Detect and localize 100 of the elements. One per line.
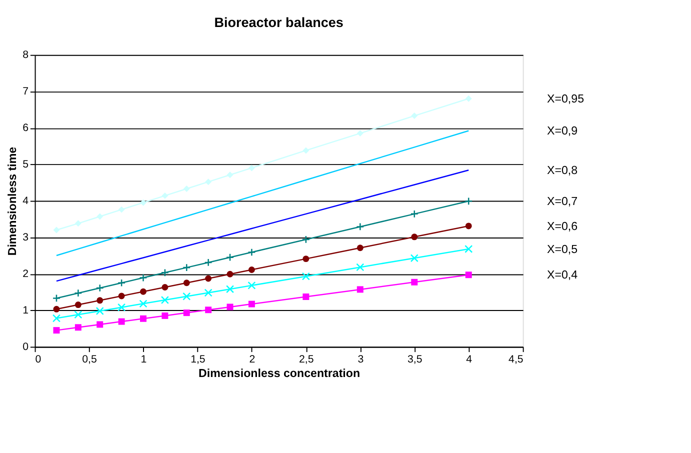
text: X=0,6: [547, 220, 578, 233]
point: [96, 284, 104, 292]
point: [226, 172, 234, 178]
line-series: [56, 170, 470, 282]
point: [204, 288, 212, 297]
x-tick-label: 1: [140, 354, 147, 366]
point: [182, 292, 191, 300]
point: [74, 302, 82, 308]
point: [140, 199, 146, 206]
point: [302, 147, 310, 154]
point: [96, 321, 104, 328]
point: [53, 327, 60, 334]
y-tick-label: 4: [22, 195, 29, 208]
point: [411, 278, 418, 286]
chart-title: Bioreactor balances: [214, 14, 344, 30]
x-tick-label: 2,5: [299, 354, 314, 366]
point: [162, 192, 168, 199]
point: [226, 304, 234, 310]
x-tick-label: 0: [35, 354, 42, 366]
point: [205, 275, 212, 282]
point: [74, 310, 82, 319]
point: [96, 213, 104, 220]
point: [53, 226, 60, 234]
point: [356, 263, 364, 272]
point: [302, 235, 310, 244]
point: [118, 292, 125, 300]
point: [183, 310, 190, 316]
x-tick-label: 3,5: [407, 354, 422, 366]
y-tick-label: 7: [22, 86, 29, 98]
point: [465, 272, 472, 278]
x-tick-label: 2: [249, 354, 256, 366]
point: [302, 272, 310, 280]
y-tick-label: 3: [22, 232, 29, 244]
point: [248, 281, 256, 290]
point: [52, 314, 61, 322]
point: [302, 294, 310, 300]
x-tick-label: 4: [466, 354, 472, 366]
point: [140, 315, 146, 322]
line-series: [56, 130, 470, 256]
point: [162, 284, 168, 290]
point: [96, 306, 104, 316]
point: [74, 289, 82, 298]
y-tick-label: 6: [22, 122, 29, 134]
point: [410, 210, 418, 218]
x-tick-label: 1,5: [190, 354, 206, 366]
point: [118, 206, 125, 213]
point: [183, 186, 190, 192]
point: [182, 264, 191, 272]
x-tick-label: 4,5: [508, 354, 524, 366]
point: [248, 266, 255, 273]
point: [356, 286, 364, 293]
point: [248, 300, 255, 308]
point: [226, 270, 234, 278]
point: [52, 294, 61, 302]
point: [160, 268, 169, 277]
point: [204, 258, 212, 266]
point: [118, 278, 126, 287]
point: [140, 288, 146, 295]
point: [302, 256, 310, 262]
point: [248, 248, 256, 256]
text: X=0,9: [547, 126, 578, 138]
point: [139, 274, 148, 282]
text: X=0,95: [547, 94, 584, 106]
y-tick-label: 5: [22, 158, 29, 171]
point: [356, 222, 364, 231]
point: [183, 280, 190, 286]
point: [74, 220, 82, 227]
point: [464, 197, 473, 206]
point: [162, 312, 168, 319]
text: X=0,4: [547, 270, 578, 282]
point: [248, 164, 255, 172]
y-tick-label: 0: [22, 341, 29, 354]
point: [139, 300, 148, 308]
point: [410, 254, 418, 262]
point: [205, 306, 212, 314]
point: [53, 306, 60, 312]
y-tick-label: 8: [22, 49, 29, 62]
y-axis-title: Dimensionless time: [6, 146, 19, 256]
point: [411, 234, 418, 240]
point: [160, 296, 169, 304]
y-tick-label: 1: [22, 304, 29, 317]
x-tick-label: 0,5: [82, 354, 97, 366]
y-tick-label: 2: [22, 268, 29, 280]
point: [205, 178, 212, 186]
point: [118, 303, 126, 312]
text: X=0,7: [547, 196, 578, 208]
point: [226, 253, 234, 262]
text: X=0,8: [547, 165, 578, 178]
point: [226, 285, 234, 294]
point: [118, 318, 125, 325]
point: [465, 222, 472, 230]
x-axis-title: Dimensionless concentration: [198, 368, 360, 380]
point: [464, 244, 473, 254]
x-tick-label: 3: [358, 354, 364, 366]
point: [465, 95, 472, 102]
point: [96, 297, 104, 304]
point: [74, 324, 82, 331]
point: [356, 130, 364, 137]
point: [356, 244, 364, 252]
text: X=0,5: [547, 244, 578, 256]
